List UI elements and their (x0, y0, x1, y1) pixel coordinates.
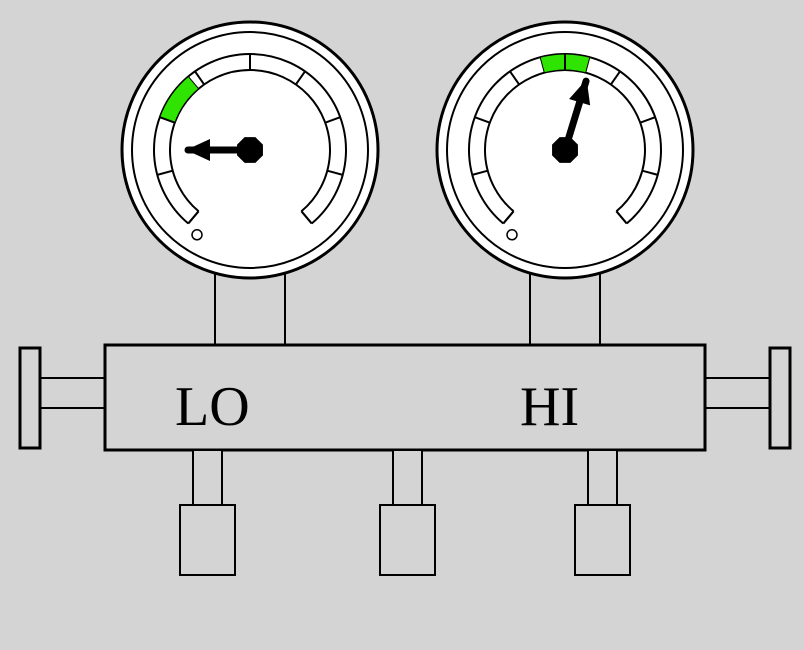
handle-right-plate[interactable] (770, 348, 790, 448)
gauge-right (437, 22, 693, 278)
port-cap-1 (380, 505, 435, 575)
port-stem-2 (588, 450, 617, 505)
gauge-stem-left (215, 272, 285, 345)
port-cap-2 (575, 505, 630, 575)
gauge-left-bead (192, 230, 202, 240)
label-hi: HI (520, 376, 579, 438)
port-cap-0 (180, 505, 235, 575)
port-stem-1 (393, 450, 422, 505)
gauge-left (122, 22, 378, 278)
gauge-right-hub (552, 137, 578, 163)
handle-left-plate[interactable] (20, 348, 40, 448)
label-lo: LO (175, 376, 250, 438)
port-stem-0 (193, 450, 222, 505)
gauge-stem-right (530, 272, 600, 345)
gauge-left-hub (237, 137, 263, 163)
gauge-right-bead (507, 230, 517, 240)
